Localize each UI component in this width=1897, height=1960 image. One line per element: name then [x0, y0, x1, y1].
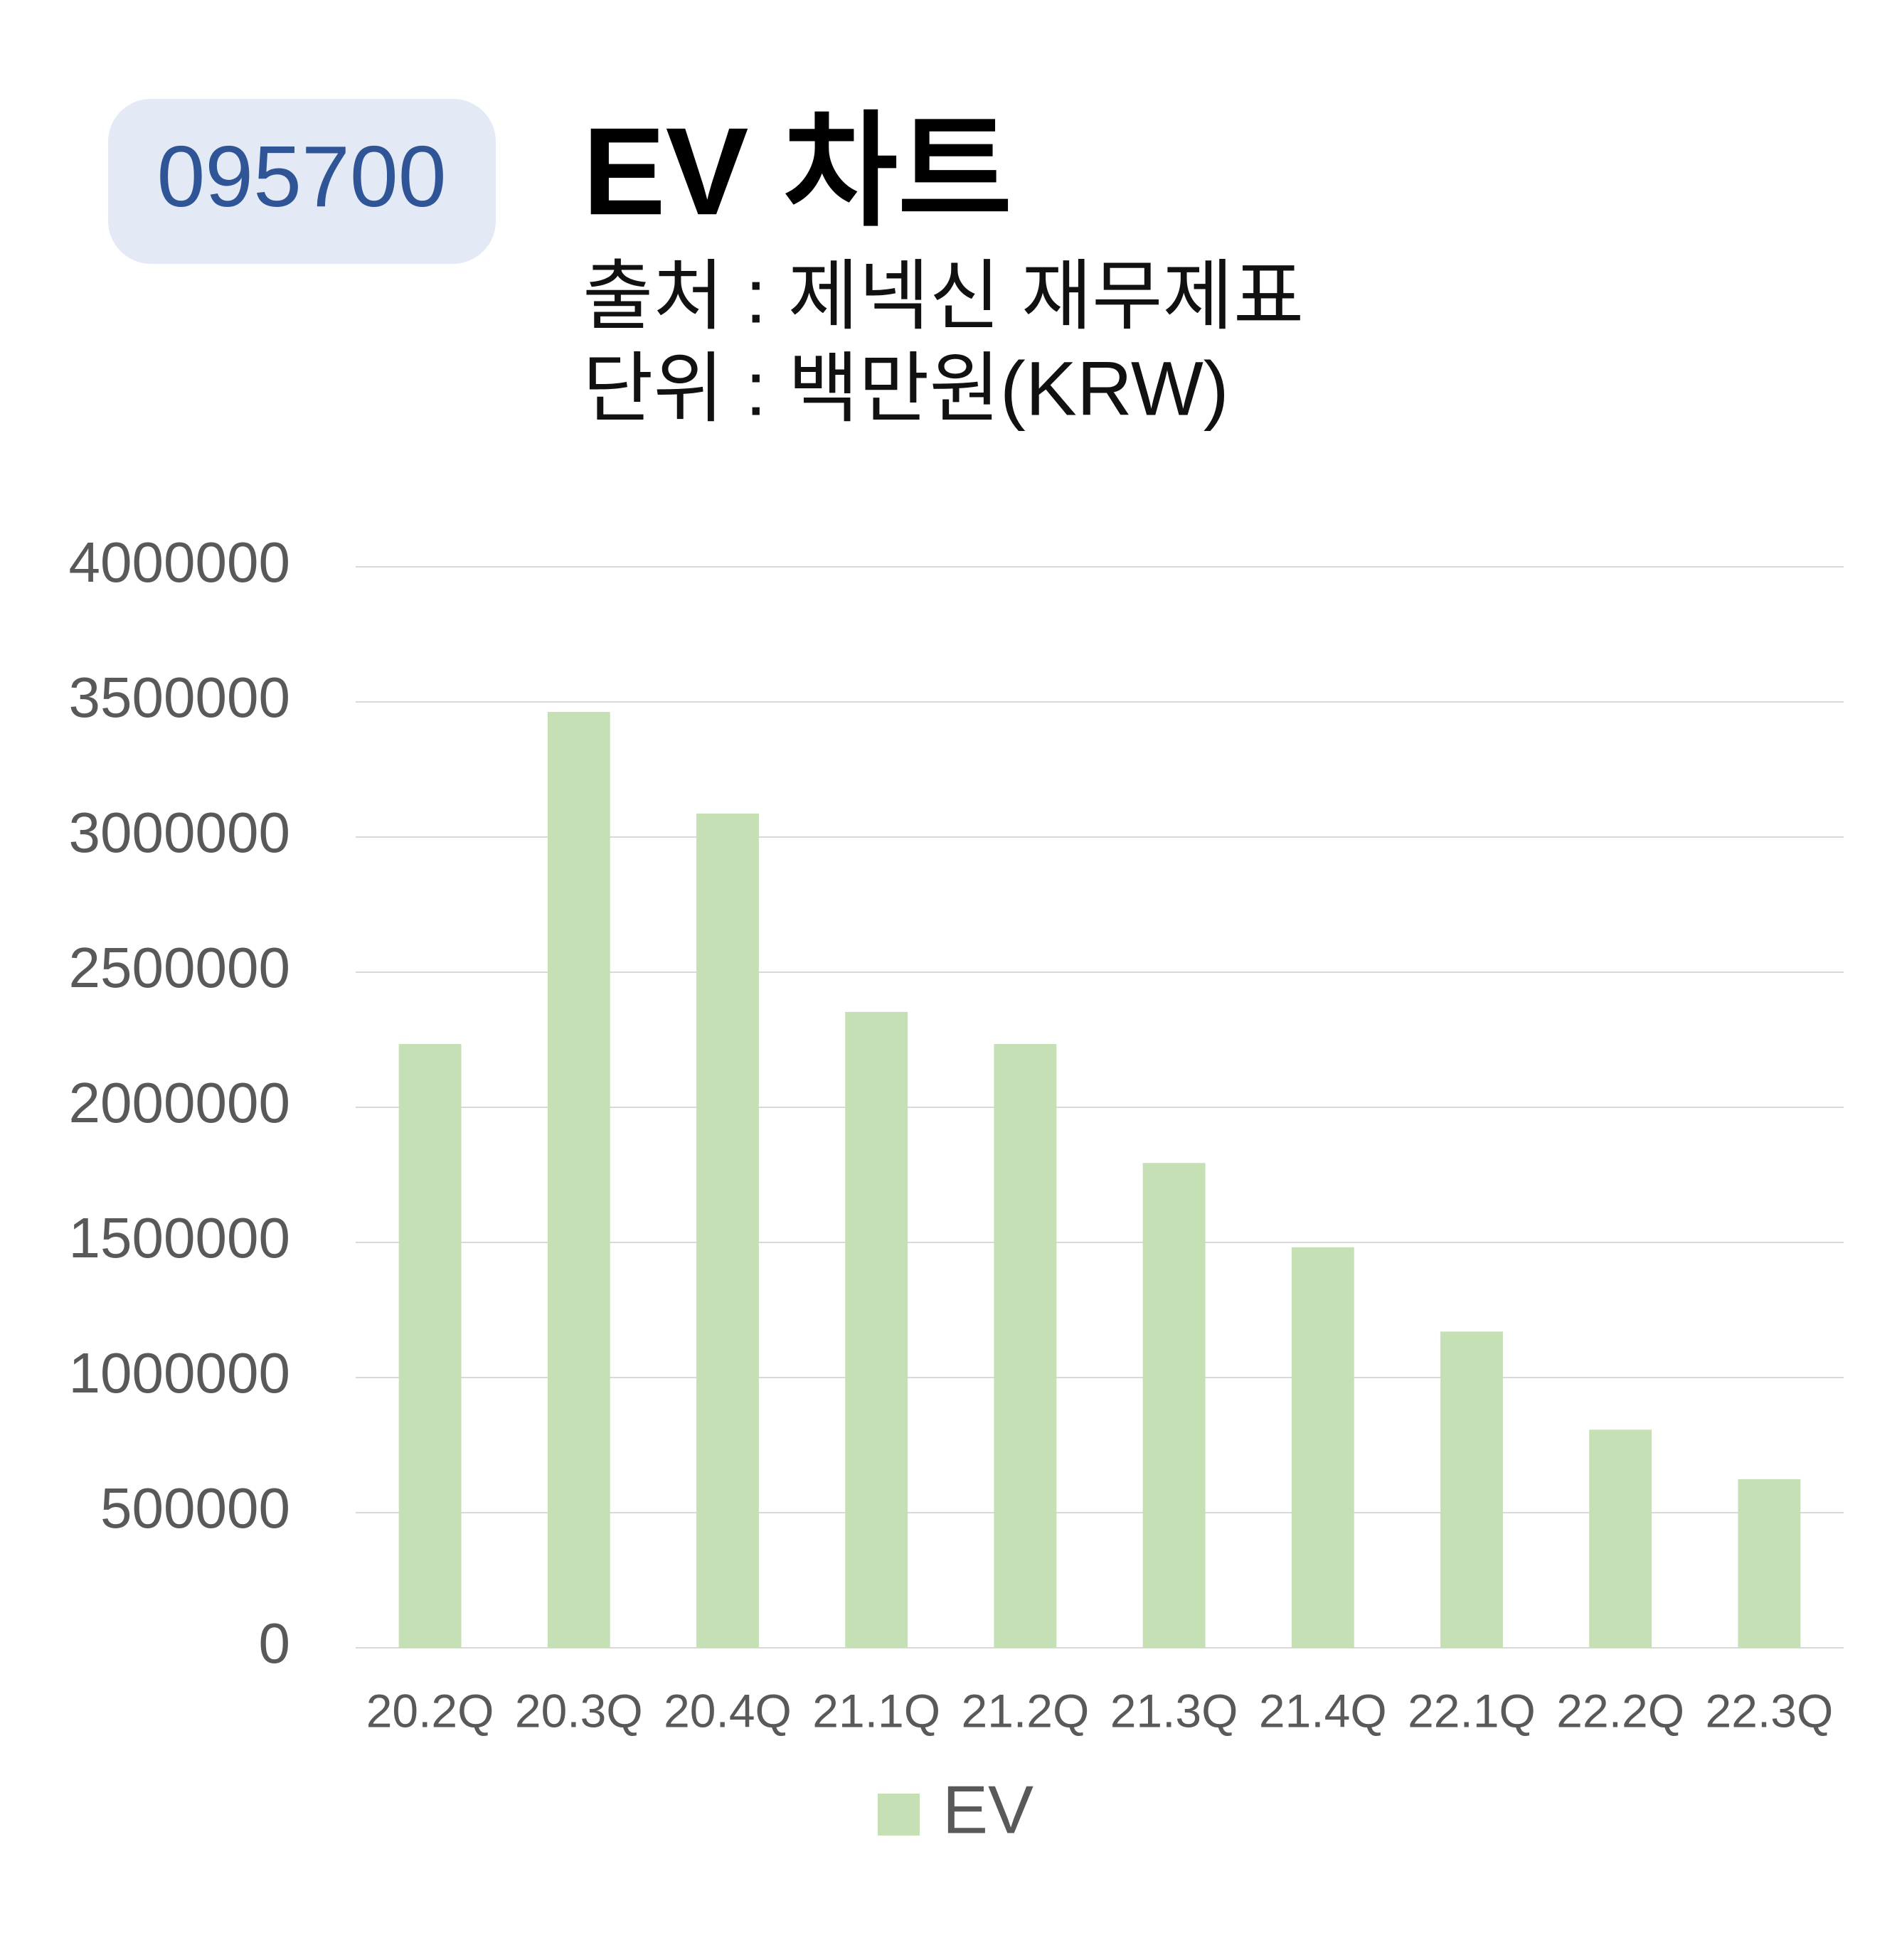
- y-tick-label: 2500000: [69, 936, 290, 999]
- subtitle: 단위 : 백만원(KRW): [583, 346, 1229, 432]
- y-tick-label: 2000000: [69, 1071, 290, 1134]
- y-tick-label: 0: [259, 1612, 291, 1675]
- bar: [1291, 1247, 1354, 1648]
- y-tick-label: 1500000: [69, 1206, 290, 1269]
- x-tick-label: 22.2Q: [1556, 1684, 1684, 1737]
- y-tick-label: 3000000: [69, 801, 290, 864]
- y-tick-label: 1000000: [69, 1341, 290, 1405]
- subtitle: 출처 : 제넥신 재무제표: [583, 253, 1304, 339]
- bar: [1589, 1429, 1652, 1648]
- x-tick-label: 22.3Q: [1706, 1684, 1834, 1737]
- bar: [696, 813, 759, 1648]
- x-tick-label: 22.1Q: [1408, 1684, 1536, 1737]
- badge-box: [108, 99, 496, 264]
- x-tick-label: 21.1Q: [812, 1684, 940, 1737]
- bar: [994, 1044, 1057, 1648]
- y-tick-label: 500000: [100, 1476, 290, 1540]
- legend-swatch: [878, 1794, 920, 1836]
- bar: [1142, 1163, 1206, 1648]
- bar: [1440, 1331, 1503, 1648]
- badge: 095700: [156, 128, 446, 225]
- bar: [398, 1044, 462, 1648]
- y-tick-label: 4000000: [69, 531, 290, 594]
- chart-title: EV 차트: [583, 102, 1012, 241]
- x-tick-label: 21.4Q: [1259, 1684, 1387, 1737]
- y-tick-label: 3500000: [69, 666, 290, 729]
- x-tick-label: 20.3Q: [515, 1684, 643, 1737]
- x-tick-label: 21.2Q: [962, 1684, 1090, 1737]
- bar: [1738, 1479, 1801, 1648]
- x-tick-label: 20.4Q: [664, 1684, 792, 1737]
- x-tick-label: 21.3Q: [1110, 1684, 1238, 1737]
- bar: [845, 1011, 908, 1648]
- x-tick-label: 20.2Q: [366, 1684, 494, 1737]
- legend-label: EV: [942, 1772, 1033, 1848]
- bar: [547, 712, 610, 1648]
